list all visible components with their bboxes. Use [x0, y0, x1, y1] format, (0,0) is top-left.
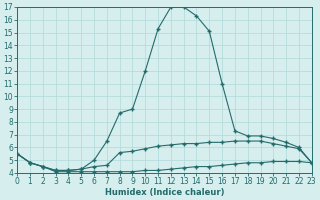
X-axis label: Humidex (Indice chaleur): Humidex (Indice chaleur)	[105, 188, 224, 197]
